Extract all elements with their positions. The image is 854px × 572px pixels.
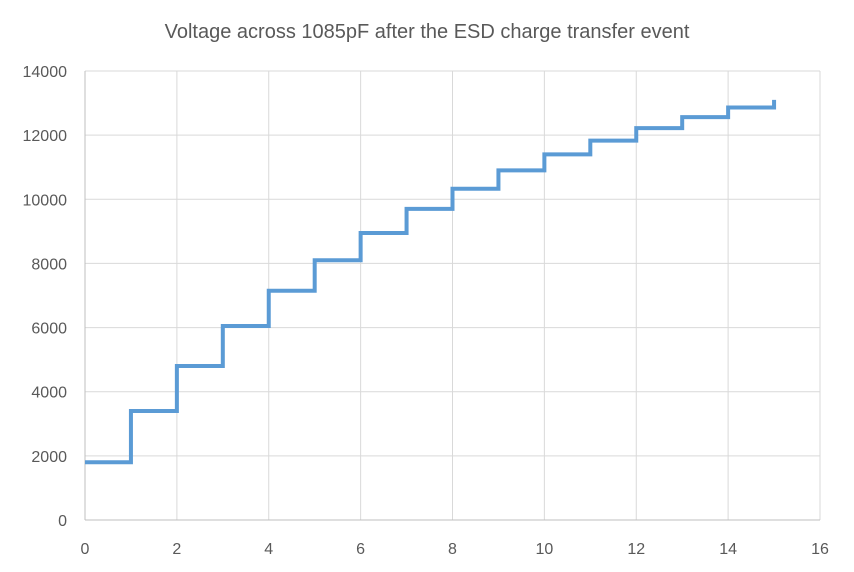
x-tick-label-6: 12 — [627, 541, 645, 558]
x-tick-label-5: 10 — [535, 541, 553, 558]
y-tick-label-7: 14000 — [23, 64, 68, 81]
y-tick-label-5: 10000 — [23, 192, 68, 209]
y-tick-label-4: 8000 — [31, 256, 67, 273]
y-tick-label-3: 6000 — [31, 321, 67, 338]
tick-layer: 0 2000 4000 6000 8000 10000 12000 14000 0 2 4 6 8 10 1… — [23, 64, 830, 558]
chart-title: Voltage across 1085pF after the ESD char… — [165, 21, 690, 43]
x-tick-label-8: 16 — [811, 541, 829, 558]
x-tick-label-0: 0 — [81, 541, 90, 558]
x-tick-label-7: 14 — [719, 541, 737, 558]
y-tick-label-0: 0 — [58, 513, 67, 530]
x-tick-label-3: 6 — [356, 541, 365, 558]
x-tick-label-1: 2 — [172, 541, 181, 558]
y-tick-label-6: 12000 — [23, 128, 68, 145]
grid-layer — [85, 70, 821, 520]
y-tick-label-1: 2000 — [31, 449, 67, 466]
series-line-0 — [85, 99, 777, 465]
axis-layer — [84, 71, 820, 521]
series-layer — [85, 99, 777, 465]
y-tick-label-2: 4000 — [31, 385, 67, 402]
x-tick-label-2: 4 — [264, 541, 273, 558]
x-tick-label-4: 8 — [448, 541, 457, 558]
